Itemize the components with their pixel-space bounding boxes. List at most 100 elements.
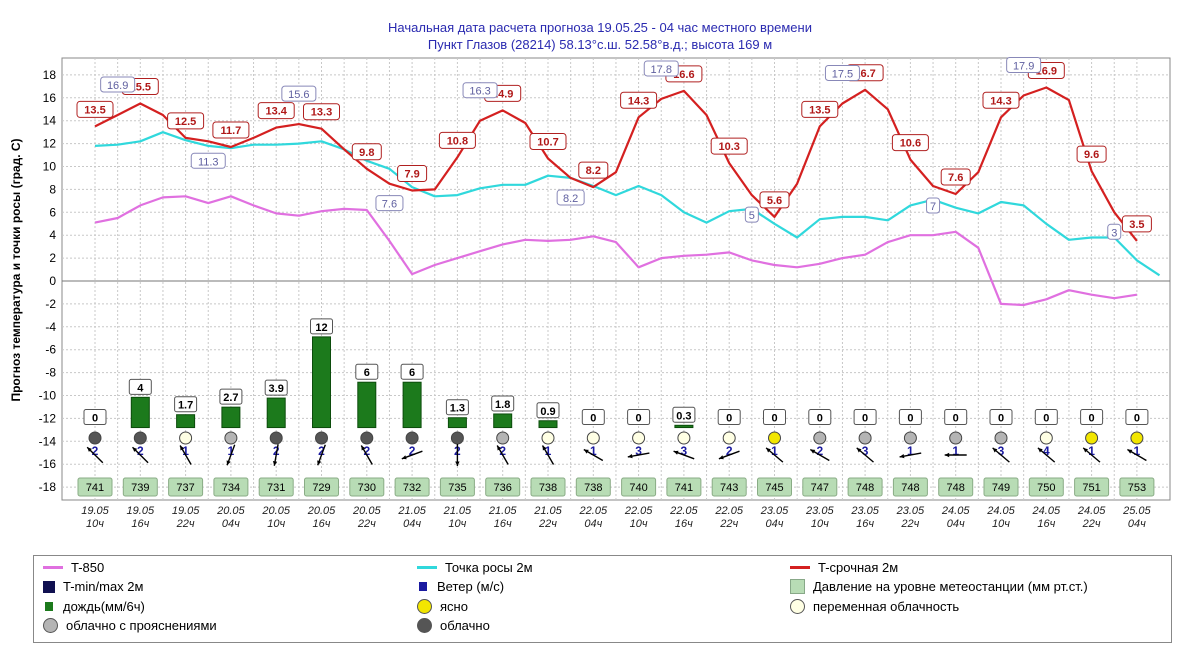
precip-label: 0 xyxy=(636,413,642,425)
wind-speed: 2 xyxy=(726,444,733,458)
precip-label-box xyxy=(1125,409,1149,426)
legend-temp: T-срочная 2м xyxy=(790,560,898,575)
legend-rain-label: дождь(мм/6ч) xyxy=(63,599,145,614)
pressure-value: 753 xyxy=(1128,482,1146,494)
tmax-label-box xyxy=(1006,57,1042,74)
precip-bar xyxy=(312,336,331,429)
x-tick-hour: 16ч xyxy=(313,518,331,530)
legend-overcast: облачно xyxy=(417,618,490,633)
x-tick-date: 24.05 xyxy=(986,505,1015,517)
x-tick-date: 23.05 xyxy=(760,505,789,517)
temp-label: 8.2 xyxy=(586,165,601,177)
temp-label-box xyxy=(257,102,295,120)
pressure-value: 730 xyxy=(358,482,376,494)
x-tick-date: 19.05 xyxy=(127,505,155,517)
wind-speed: 3 xyxy=(862,444,869,458)
temp-label-box xyxy=(982,91,1020,109)
wind-arrow-head xyxy=(455,461,460,466)
x-tick-date: 21.05 xyxy=(397,505,426,517)
wind-speed: 1 xyxy=(952,444,959,458)
pressure-box xyxy=(1074,477,1110,497)
precip-label: 0 xyxy=(1089,413,1095,425)
pressure-value: 741 xyxy=(86,482,104,494)
legend-t850-swatch xyxy=(43,566,63,569)
precip-label-box xyxy=(672,406,696,423)
wind-arrow-head xyxy=(627,454,633,459)
pressure-box xyxy=(711,477,747,497)
wind-arrow-head xyxy=(132,447,138,452)
pressure-box xyxy=(1119,477,1155,497)
temp-label-box xyxy=(801,100,839,118)
wind-arrow-head xyxy=(856,447,862,453)
x-tick-hour: 22ч xyxy=(176,518,195,530)
temp-label: 9.8 xyxy=(359,147,374,159)
x-tick-hour: 04ч xyxy=(947,518,965,530)
legend-rain-swatch xyxy=(45,602,53,611)
temp-label: 10.7 xyxy=(537,136,558,148)
y-tick-label: -14 xyxy=(39,434,57,448)
temp-label: 7.9 xyxy=(404,169,419,181)
pressure-value: 731 xyxy=(267,482,285,494)
x-tick-date: 22.05 xyxy=(714,505,743,517)
y-tick-label: 4 xyxy=(49,228,56,242)
weather-icon xyxy=(949,431,963,445)
temp-label-box xyxy=(710,137,748,155)
x-tick-hour: 16ч xyxy=(494,518,512,530)
x-tick-date: 22.05 xyxy=(579,505,608,517)
pressure-value: 734 xyxy=(222,482,240,494)
chart-title-line2: Пункт Глазов (28214) 58.13°с.ш. 52.58°в.… xyxy=(427,37,773,52)
tmin-label-box xyxy=(744,206,759,223)
tmin-label: 7.6 xyxy=(382,199,397,211)
tmax-label-box xyxy=(462,82,498,99)
precip-bar xyxy=(493,413,513,429)
precip-label: 1.3 xyxy=(450,403,465,415)
wind-indicators: 221122222211332123113411 xyxy=(86,444,1147,466)
precip-label: 6 xyxy=(409,367,415,379)
legend-t850-label: T-850 xyxy=(71,560,105,575)
pressure-box xyxy=(666,477,702,497)
tmin-label: 7 xyxy=(930,201,936,213)
tmin-label-box xyxy=(190,152,226,169)
wind-speed: 1 xyxy=(590,444,597,458)
legend-dew-label: Точка росы 2м xyxy=(445,560,533,575)
pressure-box xyxy=(621,477,657,497)
precip-label: 0 xyxy=(92,413,98,425)
precip-label: 2.7 xyxy=(223,392,238,404)
weather-icon xyxy=(1130,431,1144,445)
pressure-value: 745 xyxy=(765,482,783,494)
pressure-box xyxy=(439,477,475,497)
x-tick-hour: 10ч xyxy=(267,518,285,530)
weather-icon xyxy=(315,431,328,445)
weather-icon xyxy=(1039,431,1053,445)
weather-icon xyxy=(677,431,691,445)
grid-lines xyxy=(62,58,1170,500)
temp-label-box xyxy=(759,191,790,209)
x-tick-date: 23.05 xyxy=(805,505,834,517)
pressure-box xyxy=(892,477,928,497)
x-tick-hour: 22ч xyxy=(1082,518,1101,530)
wind-arrow-head xyxy=(583,449,589,454)
precip-bar xyxy=(357,381,377,429)
series-lines xyxy=(94,86,1161,307)
wind-speed: 1 xyxy=(1134,444,1141,458)
pressure-value: 748 xyxy=(947,482,965,494)
temp-label-box xyxy=(1076,145,1107,163)
x-tick-hour: 04ч xyxy=(766,518,784,530)
wind-arrow-head xyxy=(944,452,950,458)
x-tick-hour: 16ч xyxy=(856,518,874,530)
legend-wind-swatch xyxy=(419,582,427,591)
wind-speed: 1 xyxy=(771,444,778,458)
pressure-value: 741 xyxy=(675,482,693,494)
weather-icon xyxy=(133,431,147,445)
wind-speed: 3 xyxy=(998,444,1005,458)
precip-label: 0 xyxy=(1134,413,1140,425)
tmin-label-box xyxy=(556,189,585,206)
pressure-value: 738 xyxy=(539,482,557,494)
legend-cloudy-breaks-swatch xyxy=(43,618,58,633)
pressure-value: 729 xyxy=(312,482,330,494)
temp-label: 10.6 xyxy=(900,138,921,150)
legend-partly: переменная облачность xyxy=(790,599,959,614)
tmin-label-box xyxy=(926,197,941,214)
weather-icon xyxy=(722,431,736,445)
temp-label-box xyxy=(76,100,114,118)
